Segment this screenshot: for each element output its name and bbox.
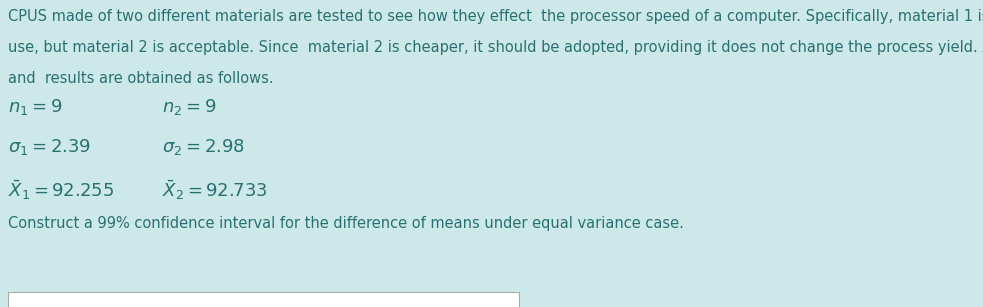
Text: $n_2 = 9$: $n_2 = 9$ — [162, 97, 216, 117]
Text: $\bar{X}_1 = 92.255$: $\bar{X}_1 = 92.255$ — [8, 178, 114, 202]
FancyBboxPatch shape — [8, 292, 519, 307]
Text: $\sigma_1 = 2.39$: $\sigma_1 = 2.39$ — [8, 137, 90, 157]
Text: Construct a 99% confidence interval for the difference of means under equal vari: Construct a 99% confidence interval for … — [8, 216, 684, 231]
Text: CPUS made of two different materials are tested to see how they effect  the proc: CPUS made of two different materials are… — [8, 9, 983, 24]
Text: $\sigma_2 = 2.98$: $\sigma_2 = 2.98$ — [162, 137, 245, 157]
Text: $n_1 = 9$: $n_1 = 9$ — [8, 97, 62, 117]
Text: and  results are obtained as follows.: and results are obtained as follows. — [8, 71, 273, 86]
Text: use, but material 2 is acceptable. Since  material 2 is cheaper, it should be ad: use, but material 2 is acceptable. Since… — [8, 40, 983, 55]
Text: $\bar{X}_2 = 92.733$: $\bar{X}_2 = 92.733$ — [162, 178, 268, 202]
